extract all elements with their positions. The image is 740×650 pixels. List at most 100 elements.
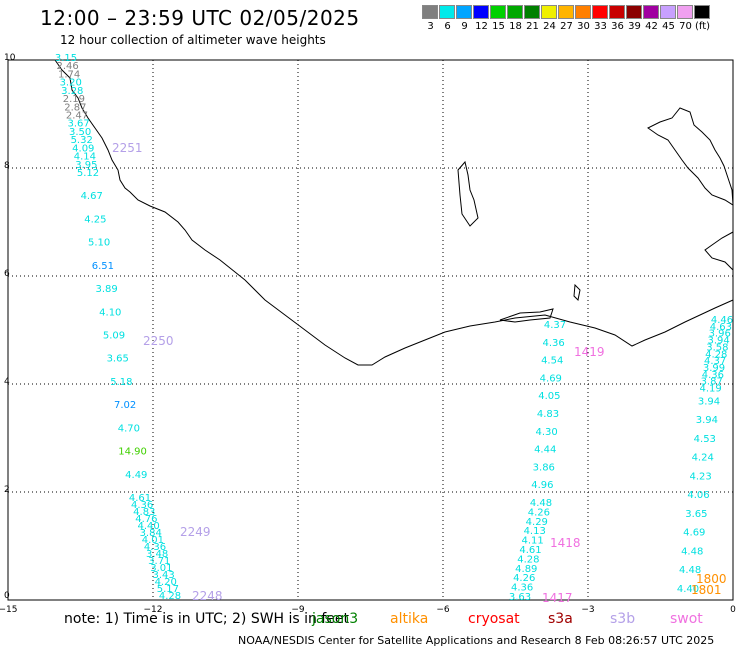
wave-height-label: 3.94 (698, 396, 720, 407)
legend-swatch (643, 5, 659, 19)
wave-height-label: 4.20 (155, 577, 177, 588)
legend-label: 12 (475, 21, 488, 32)
wave-height-label: 4.76 (135, 514, 157, 525)
legend-label: 24 (543, 21, 556, 32)
y-tick-label: 8 (4, 161, 10, 171)
page-subtitle: 12 hour collection of altimeter wave hei… (60, 33, 326, 47)
wave-height-label: 4.89 (515, 564, 537, 575)
wave-height-label: 4.36 (511, 583, 533, 594)
legend-swatch (422, 5, 438, 19)
wave-height-label: 4.11 (521, 536, 543, 547)
wave-height-label: 4.83 (133, 507, 155, 518)
coastline-east-edge (704, 231, 734, 271)
wave-height-label: 4.54 (541, 356, 563, 367)
pass-number-label: 2249 (180, 525, 211, 539)
wave-height-label: 3.84 (140, 528, 162, 539)
wave-height-label: 4.48 (679, 565, 701, 576)
legend-label: 21 (526, 21, 539, 32)
satellite-legend-s3b: s3b (610, 611, 636, 627)
wave-height-label: 3.99 (703, 363, 725, 374)
wave-height-label: 3.94 (707, 336, 729, 347)
page-title: 12:00 – 23:59 UTC 02/05/2025 (40, 6, 360, 30)
wave-height-label: 4.83 (537, 409, 559, 420)
wave-height-label: 4.28 (159, 591, 181, 602)
wave-height-label: 3.65 (107, 354, 129, 365)
wave-height-label: 4.70 (118, 423, 140, 434)
pass-number-label: 2250 (143, 334, 174, 348)
wave-height-label: 4.10 (99, 307, 121, 318)
legend-label: (ft) (694, 21, 711, 32)
legend-swatch (524, 5, 540, 19)
wave-height-label: 4.13 (524, 526, 546, 537)
x-tick-label: −3 (581, 605, 594, 615)
y-tick-label: 6 (4, 269, 10, 279)
wave-height-label: 4.30 (535, 427, 557, 438)
wave-height-label: 4.36 (131, 500, 153, 511)
y-tick-label: 0 (4, 591, 10, 601)
wave-height-label: 4.48 (530, 498, 552, 509)
wave-height-label: 3.96 (709, 329, 731, 340)
map-frame (7, 59, 734, 601)
wave-height-label: 4.61 (129, 493, 151, 504)
wave-height-label: 3.58 (706, 342, 728, 353)
satellite-legend-s3a: s3a (548, 611, 573, 627)
legend-swatch (473, 5, 489, 19)
wave-height-label: 4.69 (540, 373, 562, 384)
legend-swatch (541, 5, 557, 19)
wave-height-label: 2.87 (64, 102, 86, 113)
legend-swatch (677, 5, 693, 19)
wave-height-label: 4.28 (517, 554, 539, 565)
x-tick-label: −9 (291, 605, 305, 615)
legend-label: 30 (577, 21, 590, 32)
wave-height-label: 14.90 (118, 447, 147, 458)
wave-height-label: 4.23 (689, 471, 711, 482)
legend-label: 9 (461, 21, 468, 32)
wave-height-label: 1.74 (58, 69, 80, 80)
coastline-northeast (647, 107, 734, 206)
legend-label: 45 (662, 21, 675, 32)
wave-height-label: 4.26 (513, 573, 535, 584)
wave-height-label: 3.43 (152, 570, 174, 581)
y-tick-label: 2 (4, 485, 10, 495)
wave-height-label: 4.36 (144, 542, 166, 553)
wave-height-label: 4.37 (544, 320, 566, 331)
coastline-peninsula (457, 160, 479, 227)
wave-height-label: 4.40 (677, 584, 699, 595)
coastline-island (573, 283, 581, 302)
wave-height-label: 5.32 (71, 135, 93, 146)
legend-swatch (456, 5, 472, 19)
wave-height-label: 4.24 (692, 453, 714, 464)
wave-height-label: 4.36 (702, 370, 724, 381)
wave-height-label: 4.36 (542, 338, 564, 349)
legend-swatch (660, 5, 676, 19)
wave-height-label: 3.67 (67, 119, 89, 130)
wave-height-label: 5.09 (103, 331, 125, 342)
wave-height-label: 3.48 (146, 549, 168, 560)
wave-height-label: 2.47 (66, 111, 88, 122)
legend-swatch (507, 5, 523, 19)
legend-label: 33 (594, 21, 607, 32)
wave-height-label: 3.01 (150, 563, 172, 574)
color-legend: 3 6 9 12 15 18 21 24 27 30 33 36 39 42 45 70 (ft) (422, 5, 711, 32)
legend-label: 3 (427, 21, 434, 32)
y-tick-label: 4 (4, 377, 10, 387)
legend-label: 6 (444, 21, 451, 32)
wave-height-label: 4.14 (74, 152, 96, 163)
wave-height-label: 4.01 (142, 535, 164, 546)
pass-number-label: 1417 (542, 591, 573, 605)
x-tick-label: −12 (144, 605, 163, 615)
legend-label: 70 (679, 21, 692, 32)
wave-height-label: 4.69 (683, 528, 705, 539)
wave-height-label: 4.26 (528, 507, 550, 518)
wave-height-label: 4.49 (125, 470, 147, 481)
pass-number-label: 1418 (550, 536, 581, 550)
pass-number-label: 2251 (112, 141, 143, 155)
wave-height-label: 4.25 (84, 214, 106, 225)
legend-label: 39 (628, 21, 641, 32)
wave-height-label: 6.51 (92, 261, 114, 272)
satellite-legend-jason3: jason3 (312, 611, 359, 627)
pass-number-label: 1419 (574, 345, 605, 359)
wave-height-label: 3.28 (61, 86, 83, 97)
wave-height-label: 4.09 (72, 143, 94, 154)
